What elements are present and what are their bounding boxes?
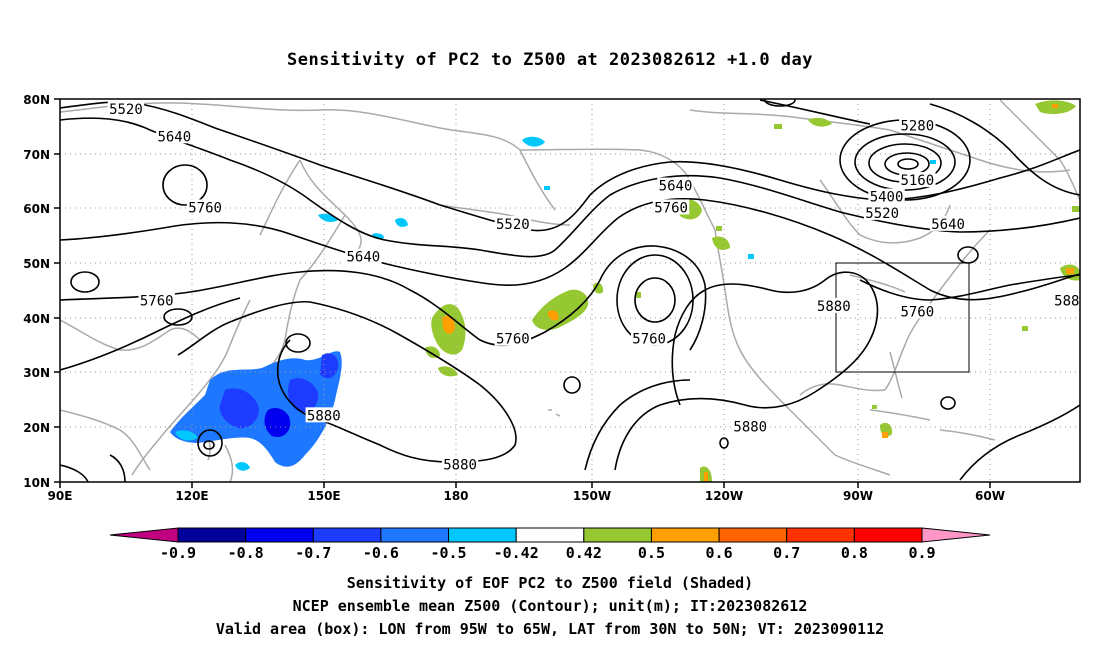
colorbar-label: -0.5 [430,544,466,562]
colorbar-label: -0.42 [494,544,539,562]
colorbar-segment [853,527,923,543]
map-frame [59,98,1081,483]
colorbar-segment [786,527,855,543]
contour-label: 588 [1054,293,1079,309]
colorbar-label: 0.8 [841,544,868,562]
lat-label: 30N [23,366,50,380]
contour-label: 5640 [157,129,191,145]
contour-label-bg [732,418,769,434]
lon-label: 60W [975,489,1005,503]
contour-label: 5760 [654,200,688,216]
colorbar-label: -0.7 [295,544,331,562]
lon-label: 90E [48,489,73,503]
contour-label: 5520 [496,217,530,233]
colorbar-right-arrow [921,527,991,543]
lat-label: 10N [23,476,50,490]
contour-label-bg [657,177,694,193]
colorbar-label: 0.9 [908,544,935,562]
colorbar-segment [245,527,314,543]
contour-label: 5400 [870,189,904,205]
caption-line-2: NCEP ensemble mean Z500 (Contour); unit(… [292,597,808,615]
contour-label-bg [652,199,690,215]
contour-label-bg [305,407,342,423]
lat-label: 60N [23,202,50,216]
contour-label-bg [868,188,905,204]
contour-label: 5520 [865,206,899,222]
contour-label-bg [186,199,224,215]
contour-label: 5520 [109,102,143,118]
colorbar-segment [718,527,788,543]
lon-label: 150E [307,489,340,503]
contour-label: 5760 [496,332,530,348]
contour-label-bg [107,100,145,116]
colorbar-label: -0.9 [160,544,196,562]
contour-label: 5640 [347,250,381,266]
longitude-labels: 90E 120E 150E 180 150W 120W 90W 60W [48,489,1005,503]
tick-marks [54,98,991,488]
contour-label-bg [494,215,532,231]
contour-label: 5640 [659,179,693,195]
colorbar: -0.9 -0.8 -0.7 -0.6 -0.5 -0.42 0.42 0.5 0.6 0.7 0.… [109,527,991,562]
contour-label: 5160 [900,173,934,189]
chart-title: Sensitivity of PC2 to Z500 at 2023082612… [286,50,813,70]
caption-line-3: Valid area (box): LON from 95W to 65W, L… [215,620,885,638]
contour-label: 5880 [307,408,341,424]
colorbar-segment [650,527,720,543]
colorbar-segment [583,527,652,543]
contour-label-bg [156,128,193,144]
colorbar-label: -0.8 [228,544,264,562]
contour-label-bg [345,248,382,264]
lat-label: 80N [23,93,50,107]
contour-label-bg [1052,292,1081,308]
valid-area-box [835,262,970,373]
lon-label: 150W [573,489,611,503]
colorbar-label: 0.7 [773,544,800,562]
latitude-labels: 80N 70N 60N 50N 40N 30N 20N 10N [23,93,50,490]
contour-label: 5760 [140,293,174,309]
contour-label-bg [630,330,668,346]
contour-label-bg [863,204,901,220]
colorbar-label: 0.6 [706,544,733,562]
lat-label: 20N [23,421,50,435]
lat-label: 40N [23,312,50,326]
colorbar-label: -0.6 [363,544,399,562]
contour-label: 5760 [632,332,666,348]
lon-label: 120W [705,489,743,503]
colorbar-segment [312,527,382,543]
lon-label: 90W [843,489,873,503]
contour-label: 5760 [188,200,222,216]
contour-label-bg [899,172,936,188]
contour-label-bg [494,330,532,346]
contour-labels: 5520 5640 5760 5640 5760 5880 5880 5520 5760 5640… [107,100,1081,474]
contour-label-bg [138,292,175,308]
colorbar-segment [380,527,450,543]
contour-label: 5280 [900,118,934,134]
contour-label-bg [929,215,967,231]
colorbar-label: 0.42 [566,544,602,562]
lon-label: 120E [175,489,208,503]
colorbar-segment [448,527,517,543]
colorbar-label: 0.5 [638,544,665,562]
contour-label-bg [441,456,479,472]
contour-label: 5880 [733,419,767,435]
lat-label: 50N [23,257,50,271]
contour-label-bg [899,303,936,319]
colorbar-segment [177,527,247,543]
contour-label: 5640 [931,217,965,233]
colorbar-segment [515,527,585,543]
contour-label: 5880 [443,458,477,474]
caption-line-1: Sensitivity of EOF PC2 to Z500 field (Sh… [346,574,754,592]
lon-label: 180 [443,489,468,503]
contour-label-bg [815,297,852,313]
lat-label: 70N [23,148,50,162]
sensitivity-shading [170,100,1080,482]
contour-label-bg [899,117,936,133]
colorbar-left-arrow [109,527,179,543]
contour-label: 5880 [817,299,851,315]
contour-label: 5760 [900,304,934,320]
